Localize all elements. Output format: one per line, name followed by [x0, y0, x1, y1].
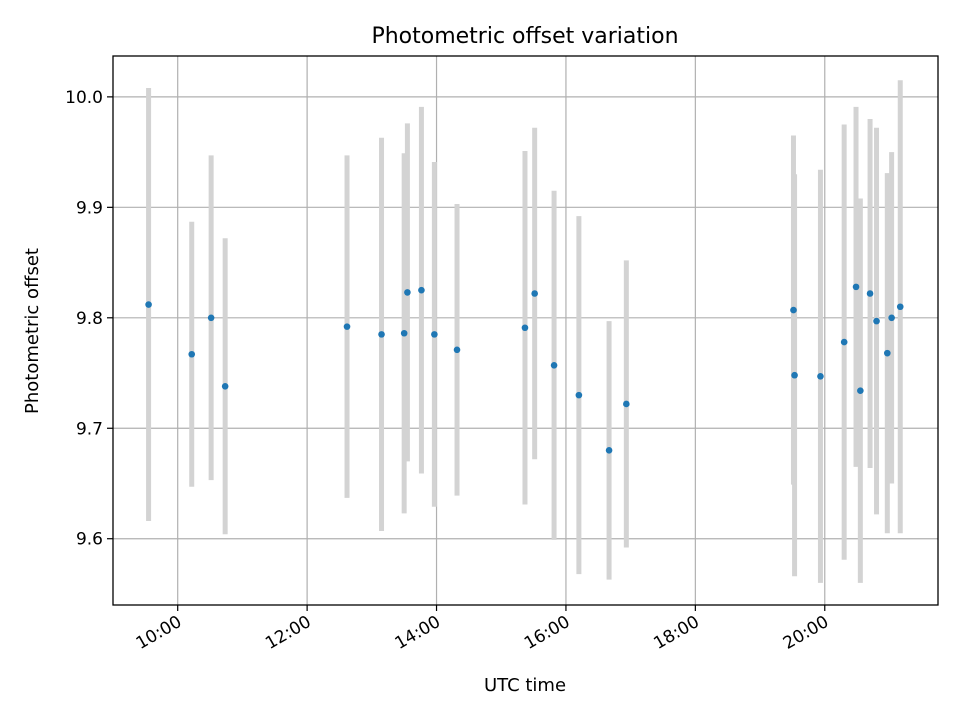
data-point — [550, 361, 558, 369]
data-point — [521, 324, 529, 332]
x-axis-label: UTC time — [484, 675, 566, 696]
data-point — [188, 350, 196, 358]
data-point — [790, 306, 797, 314]
x-tick-label: 14:00 — [392, 612, 444, 654]
axis-ticks: 10:00 12:00 14:00 16:00 18:00 20:00 9.6 9.7 9.8 9… — [65, 88, 832, 654]
data-point — [221, 382, 229, 390]
data-point — [343, 323, 351, 330]
x-tick-label: 10:00 — [133, 612, 185, 654]
y-tick-label: 10.0 — [65, 88, 103, 108]
data-point — [400, 329, 408, 337]
y-tick-label: 9.7 — [76, 419, 103, 439]
x-tick-label: 20:00 — [780, 612, 832, 654]
data-point — [145, 301, 152, 308]
data-point — [431, 331, 438, 338]
data-point — [840, 338, 848, 346]
plot-frame — [112, 55, 939, 606]
data-point — [791, 371, 798, 379]
data-point — [866, 290, 874, 297]
x-tick-label: 12:00 — [262, 612, 314, 654]
y-tick-label: 9.6 — [76, 530, 103, 550]
y-tick-label: 9.9 — [76, 198, 103, 218]
data-point — [404, 289, 411, 296]
data-point — [623, 400, 630, 408]
data-point — [207, 314, 215, 322]
data-point — [378, 331, 385, 338]
data-point — [531, 290, 538, 297]
error-bars — [146, 80, 903, 583]
data-point — [896, 303, 904, 311]
data-point — [575, 391, 583, 399]
data-point — [873, 317, 880, 325]
data-point — [418, 286, 425, 294]
data-point — [884, 349, 891, 357]
chart-title: Photometric offset variation — [371, 24, 678, 49]
data-point — [605, 447, 613, 454]
x-tick-label: 18:00 — [650, 612, 702, 654]
data-point — [857, 387, 864, 395]
data-point — [888, 314, 895, 322]
y-axis-label: Photometric offset — [22, 248, 43, 414]
data-point — [852, 283, 860, 291]
data-point — [817, 373, 824, 380]
x-tick-label: 16:00 — [521, 612, 573, 654]
y-tick-label: 9.8 — [76, 309, 103, 329]
data-points — [145, 283, 904, 454]
data-point — [453, 346, 461, 354]
